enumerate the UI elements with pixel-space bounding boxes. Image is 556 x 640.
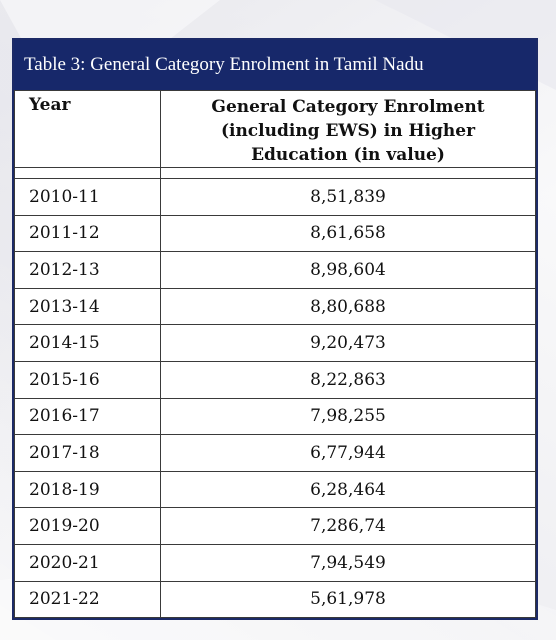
table-row: 2012-13 8,98,604 (14, 251, 536, 289)
spacer-cell (160, 167, 536, 179)
enrolment-header-line: General Category Enrolment (211, 97, 485, 117)
table-row: 2021-22 5,61,978 (14, 580, 536, 619)
table-row: 2013-14 8,80,688 (14, 287, 536, 326)
year-cell: 2011-12 (14, 214, 161, 253)
enrolment-value-cell: 8,80,688 (160, 287, 536, 326)
enrolment-value-cell: 9,20,473 (160, 324, 536, 362)
year-cell: 2016-17 (14, 397, 161, 436)
enrolment-value-cell: 5,61,978 (160, 580, 536, 619)
year-column-header: Year (14, 90, 161, 168)
enrolment-value-cell: 8,98,604 (160, 251, 536, 289)
year-cell: 2012-13 (14, 251, 161, 289)
table-row: 2011-12 8,61,658 (14, 214, 536, 253)
year-cell: 2021-22 (14, 580, 161, 619)
enrolment-header-line: Education (in value) (251, 145, 445, 165)
enrolment-value-cell: 6,28,464 (160, 470, 536, 509)
year-cell: 2014-15 (14, 324, 161, 362)
spacer-cell (14, 167, 161, 179)
year-cell: 2018-19 (14, 470, 161, 509)
enrolment-value-cell: 8,22,863 (160, 360, 536, 399)
table-caption: Table 3: General Category Enrolment in T… (14, 40, 536, 90)
table-row: 2016-17 7,98,255 (14, 397, 536, 436)
table-row: 2017-18 6,77,944 (14, 434, 536, 472)
table-row: 2018-19 6,28,464 (14, 470, 536, 509)
enrolment-value-cell: 7,94,549 (160, 543, 536, 582)
year-cell: 2020-21 (14, 543, 161, 582)
table-row: 2015-16 8,22,863 (14, 360, 536, 399)
enrolment-value-cell: 6,77,944 (160, 434, 536, 472)
year-cell: 2010-11 (14, 178, 161, 216)
table-body: 2010-11 8,51,839 2011-12 8,61,658 2012-13 8,9… (14, 178, 536, 619)
table-row: 2020-21 7,94,549 (14, 543, 536, 582)
enrolment-column-header: General Category Enrolment (including EW… (160, 90, 536, 168)
enrolment-table: Year General Category Enrolment (includi… (14, 90, 536, 619)
year-cell: 2015-16 (14, 360, 161, 399)
enrolment-header-line: (including EWS) in Higher (220, 121, 476, 141)
enrolment-table-container: Table 3: General Category Enrolment in T… (12, 38, 538, 621)
header-spacer-row (14, 167, 536, 179)
year-cell: 2013-14 (14, 287, 161, 326)
year-cell: 2017-18 (14, 434, 161, 472)
year-cell: 2019-20 (14, 507, 161, 545)
enrolment-value-cell: 7,98,255 (160, 397, 536, 436)
table-row: 2014-15 9,20,473 (14, 324, 536, 362)
table-row: 2019-20 7,286,74 (14, 507, 536, 545)
table-header-row: Year General Category Enrolment (includi… (14, 90, 536, 168)
enrolment-value-cell: 7,286,74 (160, 507, 536, 545)
table-row: 2010-11 8,51,839 (14, 178, 536, 216)
enrolment-value-cell: 8,61,658 (160, 214, 536, 253)
enrolment-value-cell: 8,51,839 (160, 178, 536, 216)
